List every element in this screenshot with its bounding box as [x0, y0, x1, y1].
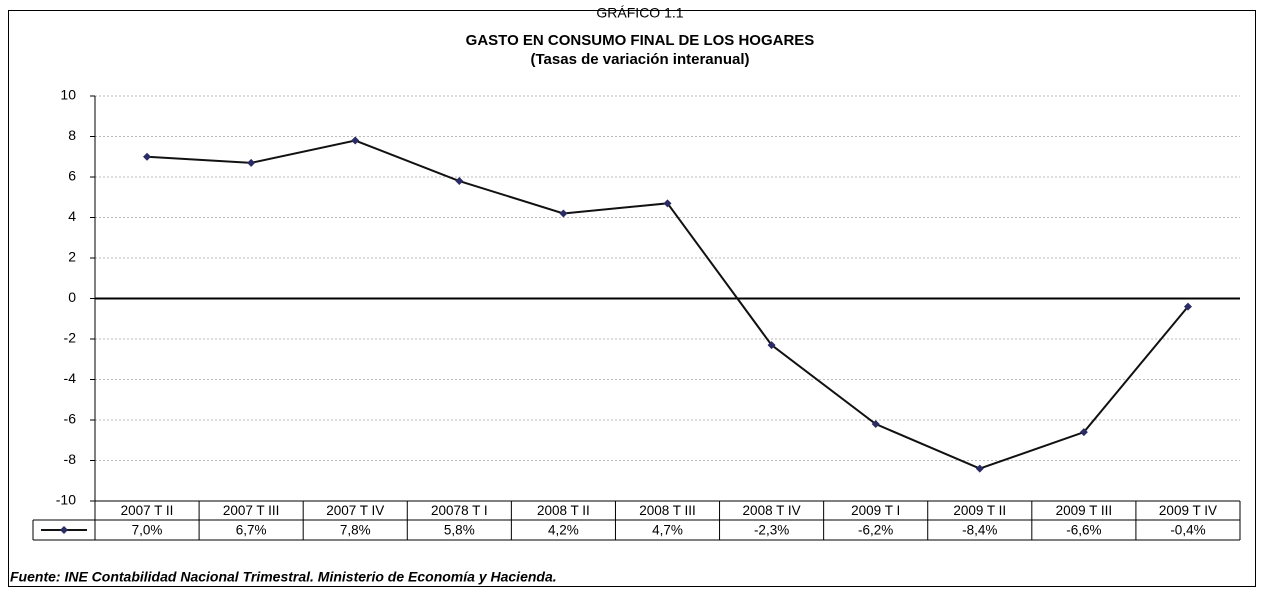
- chart-supertitle: GRÁFICO 1.1: [596, 5, 683, 21]
- frame: [8, 10, 1256, 587]
- x-tick-label: 2009 T IV: [1159, 503, 1217, 518]
- marker: [143, 152, 152, 161]
- x-tick-label: 2007 T II: [121, 503, 174, 518]
- x-tick-label: 2009 T III: [1056, 503, 1113, 518]
- marker: [247, 158, 256, 167]
- value-label: 7,0%: [132, 523, 163, 538]
- x-tick-label: 2008 T IV: [743, 503, 801, 518]
- y-tick-label: 8: [68, 127, 76, 143]
- legend-marker: [60, 526, 68, 534]
- y-tick-label: -6: [64, 411, 77, 427]
- marker: [455, 177, 464, 186]
- y-tick-label: 10: [60, 87, 76, 103]
- line: [146, 139, 1189, 470]
- marker: [663, 199, 672, 208]
- y-tick-label: 4: [68, 208, 76, 224]
- source-note: Fuente: INE Contabilidad Nacional Trimes…: [10, 569, 557, 585]
- value-label: -2,3%: [754, 523, 789, 538]
- x-tick-label: 20078 T I: [431, 503, 488, 518]
- chart-title: GASTO EN CONSUMO FINAL DE LOS HOGARES: [466, 32, 815, 49]
- x-tick-label: 2007 T IV: [326, 503, 384, 518]
- y-tick-label: 2: [68, 249, 76, 265]
- x-tick-label: 2009 T I: [851, 503, 900, 518]
- value-label: 4,2%: [548, 523, 579, 538]
- y-tick-label: -4: [64, 370, 77, 386]
- x-tick-label: 2008 T III: [639, 503, 696, 518]
- marker: [975, 464, 984, 473]
- value-label: 5,8%: [444, 523, 475, 538]
- y-tick-label: -8: [64, 451, 77, 467]
- chart-subtitle: (Tasas de variación interanual): [531, 51, 750, 68]
- x-tick-label: 2009 T II: [953, 503, 1006, 518]
- y-tick-label: 6: [68, 168, 76, 184]
- y-tick-label: 0: [68, 289, 76, 305]
- marker: [351, 136, 360, 145]
- marker: [767, 341, 776, 350]
- value-label: -8,4%: [962, 523, 997, 538]
- value-label: 7,8%: [340, 523, 371, 538]
- y-tick-label: -10: [56, 492, 76, 508]
- value-label: 6,7%: [236, 523, 267, 538]
- marker: [1079, 428, 1088, 437]
- y-tick-label: -2: [64, 330, 77, 346]
- x-tick-label: 2008 T II: [537, 503, 590, 518]
- marker: [871, 420, 880, 429]
- marker: [1183, 302, 1192, 311]
- value-label: -6,6%: [1066, 523, 1101, 538]
- value-label: -6,2%: [858, 523, 893, 538]
- value-label: 4,7%: [652, 523, 683, 538]
- x-tick-label: 2007 T III: [223, 503, 280, 518]
- marker: [559, 209, 568, 218]
- value-label: -0,4%: [1170, 523, 1205, 538]
